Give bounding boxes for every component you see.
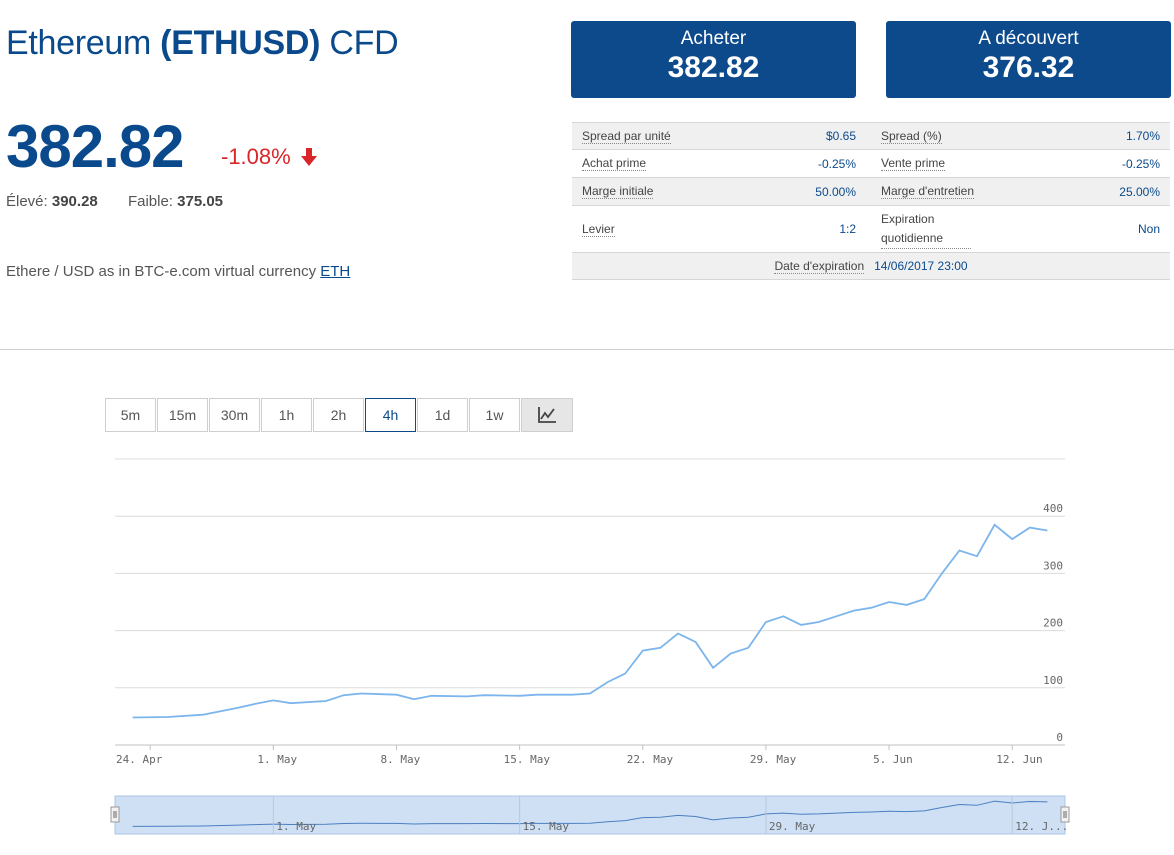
spec-value: -0.25%	[817, 156, 856, 171]
tab-1d[interactable]: 1d	[417, 398, 468, 432]
specs-row: Levier 1:2 Expiration quotidienne Non	[572, 205, 1170, 252]
instrument-title: Ethereum (ETHUSD) CFD	[6, 24, 399, 63]
spec-value: Non	[1137, 222, 1160, 236]
instrument-symbol: (ETHUSD)	[160, 24, 321, 62]
y-axis-labels: 0 100 200 300 400	[1043, 502, 1063, 744]
tab-15m[interactable]: 15m	[157, 398, 208, 432]
spec-label: Spread par unité	[582, 128, 671, 144]
y-tick-label: 200	[1043, 617, 1063, 630]
spec-cell: Spread (%) 1.70%	[871, 123, 1170, 149]
current-price: 382.82	[6, 113, 185, 180]
chart-grid	[115, 458, 1065, 746]
line-chart-icon	[538, 407, 556, 423]
section-divider	[0, 349, 1174, 350]
x-tick-label: 12. Jun	[996, 753, 1042, 766]
navigator-label: 1. May	[276, 820, 316, 833]
price-chart: 0 100 200 300 400 24. Apr 1. May 8. May 15. May…	[110, 458, 1070, 835]
navigator-label: 29. May	[769, 820, 816, 833]
x-tick-label: 1. May	[257, 753, 297, 766]
expiry-value: 14/06/2017 23:00	[874, 259, 968, 273]
spec-label: Expiration quotidienne	[881, 210, 971, 249]
spec-cell: Vente prime -0.25%	[871, 150, 1170, 177]
navigator-label: 15. May	[523, 820, 570, 833]
y-tick-label: 300	[1043, 559, 1063, 572]
chart-navigator[interactable]: 1. May 15. May 29. May 12. J...	[110, 795, 1070, 835]
navigator-handle[interactable]	[110, 806, 120, 823]
navigator-series	[132, 800, 1048, 827]
spec-value: 1:2	[839, 222, 856, 236]
spec-label: Levier	[582, 221, 615, 237]
spec-cell: Levier 1:2	[572, 206, 871, 252]
spec-value: 1.70%	[1125, 129, 1160, 143]
y-tick-label: 400	[1043, 502, 1063, 515]
spec-label: Marge initiale	[582, 184, 654, 199]
sell-label: A découvert	[978, 28, 1079, 49]
specs-row: Spread par unité $0.65 Spread (%) 1.70%	[572, 122, 1170, 149]
arrow-down-icon	[300, 148, 317, 166]
spec-value: -0.25%	[1121, 156, 1160, 171]
specs-table: Spread par unité $0.65 Spread (%) 1.70% Ac…	[572, 122, 1170, 280]
high-low: Élevé: 390.28 Faible: 375.05	[6, 193, 249, 210]
navigator-handle[interactable]	[1060, 806, 1070, 823]
sell-price: 376.32	[982, 51, 1075, 84]
buy-price: 382.82	[667, 51, 760, 84]
spec-cell: Spread par unité $0.65	[572, 123, 871, 149]
y-tick-label: 0	[1056, 731, 1063, 744]
eth-link[interactable]: ETH	[320, 263, 351, 280]
spec-label: Spread (%)	[881, 128, 942, 144]
tab-1w[interactable]: 1w	[469, 398, 520, 432]
spec-label: Marge d'entretien	[881, 184, 975, 199]
spec-value: 25.00%	[1119, 184, 1160, 199]
x-axis: 24. Apr 1. May 8. May 15. May 22. May 29. May…	[115, 744, 1065, 766]
x-tick-label: 22. May	[627, 753, 674, 766]
tab-5m[interactable]: 5m	[105, 398, 156, 432]
expiry-row: Date d'expiration 14/06/2017 23:00	[572, 252, 1170, 280]
x-tick-label: 5. Jun	[873, 753, 913, 766]
chart-type-button[interactable]	[521, 398, 573, 432]
high-value: 390.28	[51, 193, 98, 210]
instrument-description: Ethere / USD as in BTC-e.com virtual cur…	[6, 263, 350, 280]
x-tick-label: 24. Apr	[116, 753, 163, 766]
spec-value: 50.00%	[815, 184, 856, 199]
spec-cell: Expiration quotidienne Non	[871, 206, 1170, 252]
tab-2h[interactable]: 2h	[313, 398, 364, 432]
price-change: -1.08%	[221, 144, 318, 170]
spec-label: Vente prime	[881, 156, 946, 171]
tab-30m[interactable]: 30m	[209, 398, 260, 432]
x-tick-label: 29. May	[750, 753, 797, 766]
instrument-name: Ethereum	[6, 24, 152, 62]
instrument-type: CFD	[329, 24, 399, 62]
spec-cell: Marge d'entretien 25.00%	[871, 178, 1170, 205]
tab-4h[interactable]: 4h	[365, 398, 416, 432]
spec-cell: Marge initiale 50.00%	[572, 178, 871, 205]
navigator-window[interactable]	[114, 795, 1066, 835]
spec-cell: Achat prime -0.25%	[572, 150, 871, 177]
buy-button[interactable]: Acheter 382.82	[571, 21, 856, 98]
expiry-label: Date d'expiration	[774, 258, 865, 274]
high-label: Élevé:	[6, 193, 48, 210]
navigator-label: 12. J...	[1015, 820, 1068, 833]
x-tick-label: 8. May	[380, 753, 420, 766]
low-value: 375.05	[177, 193, 224, 210]
y-tick-label: 100	[1043, 674, 1063, 687]
buy-label: Acheter	[680, 28, 747, 49]
low-label: Faible:	[127, 193, 173, 210]
timeframe-selector: 5m 15m 30m 1h 2h 4h 1d 1w	[105, 398, 574, 432]
spec-label: Achat prime	[582, 156, 647, 171]
price-change-value: -1.08%	[221, 144, 291, 169]
specs-row: Achat prime -0.25% Vente prime -0.25%	[572, 149, 1170, 177]
specs-row: Marge initiale 50.00% Marge d'entretien 25…	[572, 177, 1170, 205]
sell-button[interactable]: A découvert 376.32	[886, 21, 1171, 98]
description-text: Ethere / USD as in BTC-e.com virtual cur…	[6, 263, 317, 280]
x-tick-label: 15. May	[504, 753, 551, 766]
spec-value: $0.65	[825, 129, 856, 143]
price-series-line	[132, 523, 1048, 719]
tab-1h[interactable]: 1h	[261, 398, 312, 432]
